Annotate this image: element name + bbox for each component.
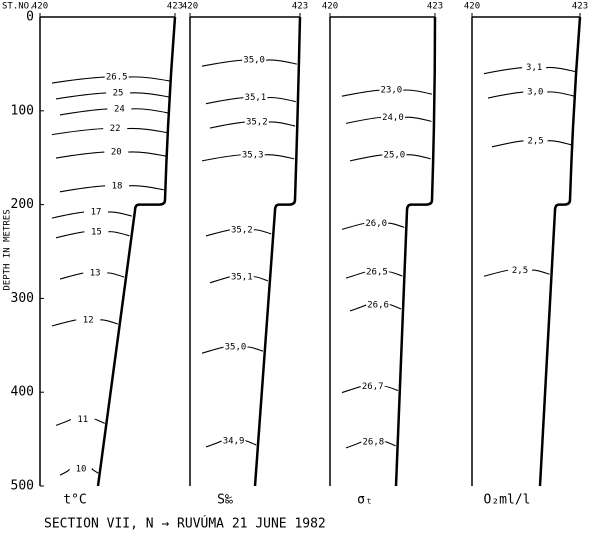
- contour-line: [55, 231, 130, 239]
- y-tick-label: 200: [11, 197, 34, 212]
- contour-label: 24: [114, 104, 125, 114]
- contour-line: [345, 441, 396, 449]
- contour-label: 35,0: [243, 56, 265, 66]
- contour-label: 35,2: [246, 118, 268, 128]
- contour-line: [341, 385, 399, 394]
- contour-label: 17: [91, 208, 102, 218]
- contour-line: [55, 418, 105, 426]
- contour-label: 25: [113, 88, 124, 98]
- contour-line: [205, 229, 272, 237]
- contour-label: 35,0: [225, 343, 247, 353]
- contour-line: [59, 468, 99, 476]
- contour-line: [345, 271, 403, 279]
- x-axis-label: t°C: [63, 493, 86, 508]
- contour-label: 18: [112, 181, 123, 191]
- contour-line: [205, 440, 257, 448]
- contour-label: 26,5: [366, 268, 388, 278]
- bottom-profile: [394, 16, 437, 487]
- x-tick-label: 423: [292, 2, 308, 12]
- contour-label: 26.5: [106, 73, 128, 83]
- x-tick-label: 420: [464, 2, 480, 12]
- x-tick-label: 423: [427, 2, 443, 12]
- y-tick-label: 100: [11, 103, 34, 118]
- contour-label: 13: [90, 269, 101, 279]
- contour-line: [341, 89, 432, 97]
- contour-line: [349, 154, 431, 162]
- contour-line: [51, 127, 168, 136]
- contour-line: [51, 211, 133, 219]
- x-axis-label: σₜ: [357, 493, 373, 508]
- contour-line: [345, 116, 432, 124]
- contour-line: [55, 92, 169, 100]
- contour-label: 12: [83, 315, 94, 325]
- station-label: ST.NO.: [2, 2, 35, 12]
- contour-line: [487, 91, 575, 99]
- contour-label: 22: [110, 124, 121, 134]
- y-tick-label: 300: [11, 291, 34, 306]
- contour-label: 26,0: [365, 219, 387, 229]
- contour-line: [341, 222, 405, 230]
- bottom-profile: [253, 16, 302, 487]
- contour-line: [51, 76, 170, 84]
- contour-label: 35,1: [231, 272, 253, 282]
- contour-label: 15: [91, 227, 102, 237]
- contour-line: [59, 185, 164, 193]
- contour-label: 26,6: [367, 300, 389, 310]
- contour-label: 20: [111, 148, 122, 158]
- contour-label: 35,1: [245, 93, 267, 103]
- x-tick-label: 420: [322, 2, 338, 12]
- contour-label: 25,0: [384, 150, 406, 160]
- contour-line: [201, 154, 295, 162]
- bottom-profile: [538, 16, 582, 487]
- bottom-profile: [96, 16, 177, 487]
- contour-line: [59, 108, 169, 116]
- caption: SECTION VII, N → RUVÚMA 21 JUNE 1982: [44, 516, 326, 532]
- x-tick-label: 423: [572, 2, 588, 12]
- contour-label: 11: [77, 415, 88, 425]
- contour-label: 24,0: [382, 113, 404, 123]
- contour-line: [201, 346, 264, 354]
- contour-line: [55, 151, 166, 159]
- contour-line: [205, 96, 296, 105]
- contour-label: 2,5: [512, 266, 528, 276]
- y-tick-label: 400: [11, 385, 34, 400]
- y-tick-label: 500: [11, 479, 34, 494]
- contour-label: 35,2: [231, 225, 253, 235]
- contour-line: [209, 276, 269, 284]
- x-tick-label: 420: [182, 2, 198, 12]
- contour-label: 3,1: [526, 63, 542, 73]
- contour-line: [483, 269, 550, 277]
- contour-line: [201, 59, 297, 67]
- contour-line: [491, 140, 572, 148]
- x-axis-label: S‰: [217, 493, 233, 508]
- contour-label: 10: [76, 465, 87, 475]
- contour-label: 35,3: [242, 150, 264, 160]
- contour-line: [483, 66, 576, 75]
- contour-line: [349, 304, 402, 312]
- contour-line: [209, 121, 296, 129]
- contour-label: 2,5: [527, 136, 543, 146]
- contour-label: 23,0: [381, 86, 403, 96]
- y-axis-label: DEPTH IN METRES: [3, 209, 13, 290]
- contour-label: 26,7: [362, 382, 384, 392]
- x-tick-label: 423: [167, 2, 183, 12]
- x-axis-label: O₂ml/l: [484, 493, 531, 508]
- contour-line: [51, 319, 119, 327]
- x-tick-label: 420: [32, 2, 48, 12]
- contour-label: 26,8: [363, 437, 385, 447]
- contour-label: 3,0: [527, 88, 543, 98]
- contour-line: [59, 272, 125, 280]
- contour-label: 34,9: [223, 436, 245, 446]
- y-tick-label: 0: [26, 10, 34, 25]
